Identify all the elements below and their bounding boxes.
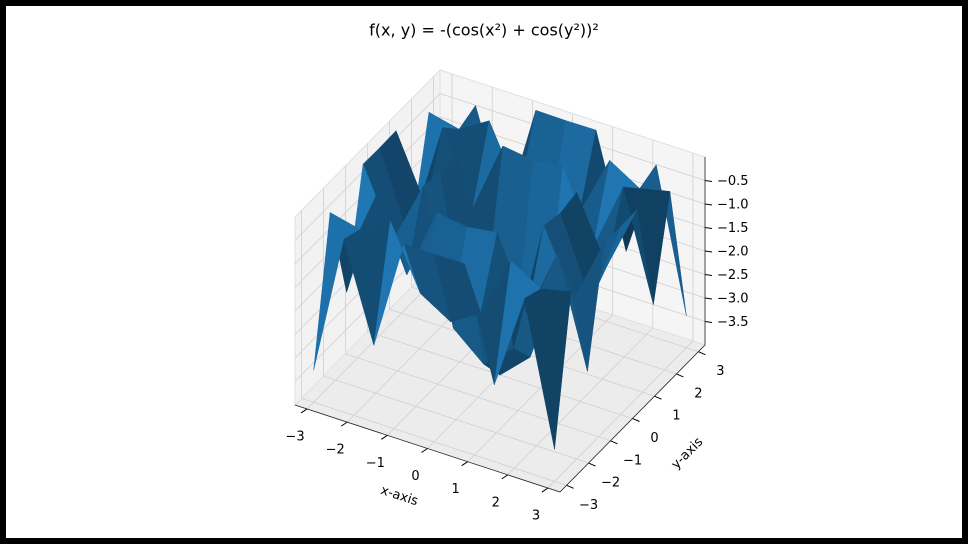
z-tick-label: −3.0 — [717, 292, 749, 307]
y-tick-label: −2 — [601, 476, 620, 491]
z-tick-label: −0.5 — [717, 174, 749, 189]
x-axis-line — [294, 404, 561, 493]
y-tick-label: 3 — [716, 364, 724, 379]
x-tick — [340, 421, 348, 427]
y-tick — [566, 484, 574, 489]
y-tick — [698, 351, 706, 356]
z-tick-label: −3.5 — [717, 315, 749, 330]
x-tick — [461, 461, 468, 467]
z-tick — [704, 250, 713, 253]
x-tick-label: 3 — [532, 509, 540, 524]
z-tick — [704, 274, 713, 276]
x-tick-label: −3 — [285, 429, 304, 444]
x-axis-label: x-axis — [379, 483, 420, 509]
x-tick-label: 1 — [452, 482, 460, 497]
y-tick-label: 1 — [672, 409, 680, 424]
x-tick-label: −2 — [326, 443, 345, 458]
z-tick-label: −1.5 — [717, 221, 749, 236]
x-tick-label: −1 — [366, 456, 385, 471]
y-tick-label: −3 — [579, 498, 598, 513]
y-tick-label: −1 — [623, 453, 642, 468]
x-tick — [300, 408, 308, 414]
x-tick — [421, 448, 428, 453]
z-tick — [704, 180, 713, 182]
y-tick-label: 0 — [650, 431, 658, 446]
x-tick — [541, 487, 549, 493]
x-tick — [501, 474, 509, 480]
z-tick-label: −2.5 — [717, 268, 749, 283]
z-tick-label: −2.0 — [717, 245, 749, 260]
grid-line — [301, 397, 567, 486]
y-axis-line — [559, 344, 706, 493]
grid-line — [345, 353, 611, 442]
y-tick — [632, 418, 640, 422]
y-axis-label: y-axis — [669, 435, 707, 473]
y-tick — [676, 373, 684, 378]
y-tick — [654, 395, 662, 400]
chart-title: f(x, y) = -(cos(x²) + cos(y²))² — [369, 21, 599, 40]
x-tick — [381, 434, 388, 440]
y-tick — [588, 462, 596, 467]
y-tick-label: 2 — [694, 386, 702, 401]
grid-line — [323, 375, 589, 464]
y-tick — [610, 440, 618, 445]
z-tick — [704, 297, 713, 300]
z-tick — [704, 321, 713, 323]
z-tick-label: −1.0 — [717, 198, 749, 213]
z-tick — [704, 227, 713, 229]
z-tick — [704, 203, 713, 206]
x-tick-label: 0 — [411, 469, 419, 484]
surface-patch — [524, 288, 572, 450]
x-tick-label: 2 — [492, 495, 500, 510]
chart: f(x, y) = -(cos(x²) + cos(y²))² −3−2−101… — [285, 21, 749, 524]
